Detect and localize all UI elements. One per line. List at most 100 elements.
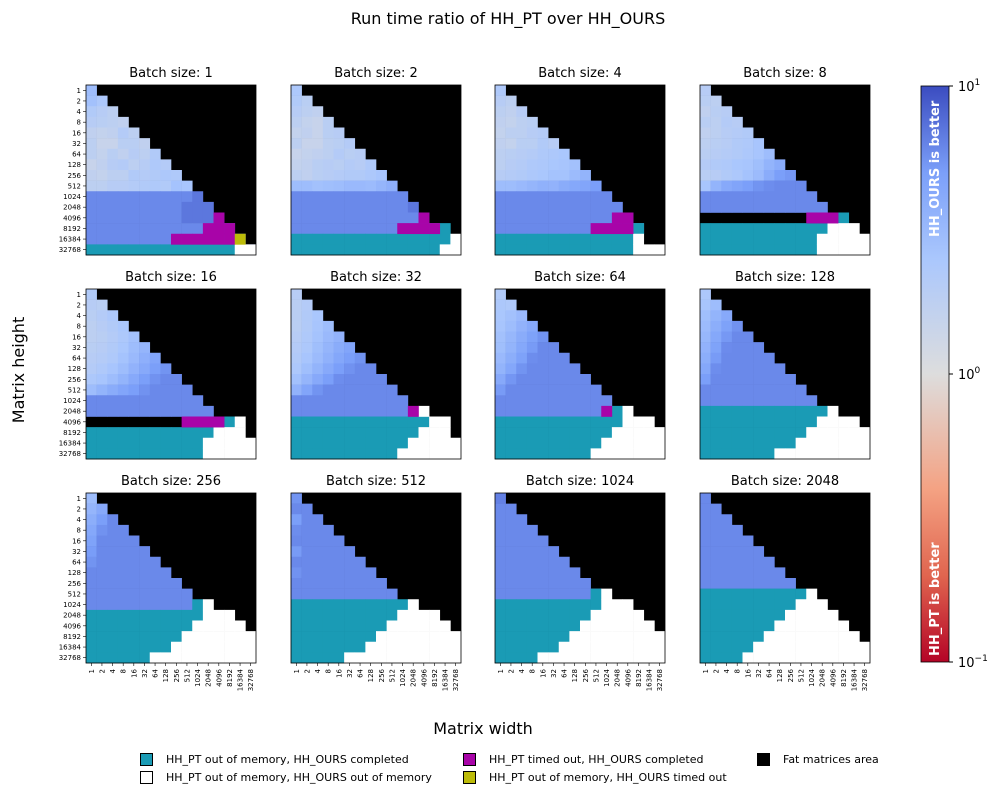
heatmap-cell: [505, 180, 517, 192]
cell-oom-oom: [224, 609, 236, 621]
heatmap-cell: [107, 127, 119, 139]
heatmap-cell: [117, 138, 129, 150]
heatmap-cell: [365, 384, 377, 396]
cell-oom-completed: [710, 405, 722, 417]
cell-oom-completed: [301, 609, 313, 621]
heatmap-cell: [548, 405, 560, 417]
heatmap-cell: [397, 212, 409, 224]
heatmap-cell: [301, 299, 313, 311]
heatmap-cell: [354, 201, 366, 213]
heatmap-cell: [86, 299, 97, 311]
cell-oom-completed: [386, 609, 398, 621]
cell-oom-oom: [418, 609, 430, 621]
heatmap-cell: [139, 233, 151, 245]
x-tick-label: 128: [776, 669, 784, 682]
cell-oom-oom: [838, 652, 850, 664]
heatmap-cell: [160, 180, 172, 192]
cell-oom-completed: [86, 437, 97, 449]
heatmap-cell: [312, 514, 324, 526]
cell-oom-completed: [731, 437, 743, 449]
heatmap-cell: [202, 212, 214, 224]
cell-oom-completed: [753, 244, 765, 256]
cell-oom-oom: [654, 448, 666, 460]
heatmap-cell: [322, 363, 334, 375]
cell-oom-completed: [601, 233, 613, 245]
heatmap-cell: [526, 116, 538, 128]
cell-oom-oom: [859, 427, 871, 439]
heatmap-cell: [721, 331, 733, 343]
cell-oom-completed: [505, 233, 517, 245]
y-tick-label: 4: [77, 108, 82, 116]
cell-oom-completed: [548, 620, 560, 632]
cell-oom-oom: [397, 448, 409, 460]
heatmap-cell: [365, 223, 377, 235]
heatmap-cell: [710, 342, 722, 354]
cell-timeout-completed: [181, 416, 193, 428]
legend-label: HH_PT out of memory, HH_OURS timed out: [489, 771, 727, 784]
heatmap-cell: [774, 170, 786, 181]
heatmap-cell: [192, 212, 204, 224]
cell-oom-oom: [245, 244, 257, 256]
heatmap-panel: Batch size: 1124816326412825651210242048…: [59, 66, 257, 256]
heatmap-cell: [96, 191, 108, 203]
heatmap-cell: [139, 212, 151, 224]
heatmap-cell: [505, 363, 517, 375]
cell-oom-completed: [806, 223, 818, 235]
cell-oom-completed: [354, 416, 366, 428]
cell-oom-completed: [548, 437, 560, 449]
heatmap-cell: [516, 405, 528, 417]
cell-oom-completed: [117, 652, 129, 664]
heatmap-cell: [86, 331, 97, 343]
cell-oom-completed: [742, 631, 754, 643]
heatmap-cell: [742, 535, 754, 547]
heatmap-cell: [117, 159, 129, 171]
heatmap-cell: [516, 148, 528, 160]
heatmap-cell: [312, 116, 324, 128]
heatmap-cell: [516, 138, 528, 150]
heatmap-cell: [354, 363, 366, 375]
cell-oom-completed: [322, 652, 334, 664]
cell-oom-completed: [526, 609, 538, 621]
cell-oom-oom: [816, 652, 828, 664]
cell-oom-completed: [365, 599, 377, 611]
heatmap-cell: [344, 363, 356, 375]
heatmap-cell: [516, 567, 528, 579]
heatmap-cell: [192, 191, 204, 203]
cell-oom-completed: [291, 599, 302, 611]
heatmap-cell: [107, 374, 119, 385]
cell-oom-oom: [418, 448, 430, 460]
heatmap-cell: [86, 289, 97, 300]
x-tick-label: 2: [712, 669, 720, 673]
heatmap-cell: [580, 395, 591, 407]
heatmap-cell: [171, 191, 182, 203]
heatmap-cell: [149, 395, 161, 407]
cell-oom-completed: [774, 223, 786, 235]
cell-oom-completed: [160, 609, 172, 621]
heatmap-cell: [107, 159, 119, 171]
cell-oom-completed: [149, 631, 161, 643]
heatmap-cell: [516, 310, 528, 322]
heatmap-cell: [139, 352, 151, 364]
heatmap-cell: [516, 384, 528, 396]
heatmap-cell: [344, 405, 356, 417]
heatmap-cell: [202, 405, 214, 417]
heatmap-cell: [516, 395, 528, 407]
cell-oom-oom: [859, 437, 871, 449]
cell-oom-completed: [569, 437, 581, 449]
heatmap-cell: [365, 159, 377, 171]
cell-oom-oom: [450, 652, 462, 664]
cell-oom-oom: [590, 652, 602, 664]
cell-timeout-completed: [418, 223, 430, 235]
cell-oom-oom: [213, 427, 225, 439]
cell-oom-completed: [181, 427, 193, 439]
heatmap-cell: [160, 374, 172, 385]
cell-oom-completed: [569, 599, 581, 611]
y-tick-label: 1: [77, 291, 81, 299]
heatmap-cell: [149, 201, 161, 213]
heatmap-cell: [301, 363, 313, 375]
heatmap-cell: [742, 363, 754, 375]
cell-oom-oom: [622, 437, 634, 449]
cell-oom-oom: [816, 427, 828, 439]
heatmap-cell: [117, 191, 129, 203]
cell-oom-completed: [774, 437, 786, 449]
